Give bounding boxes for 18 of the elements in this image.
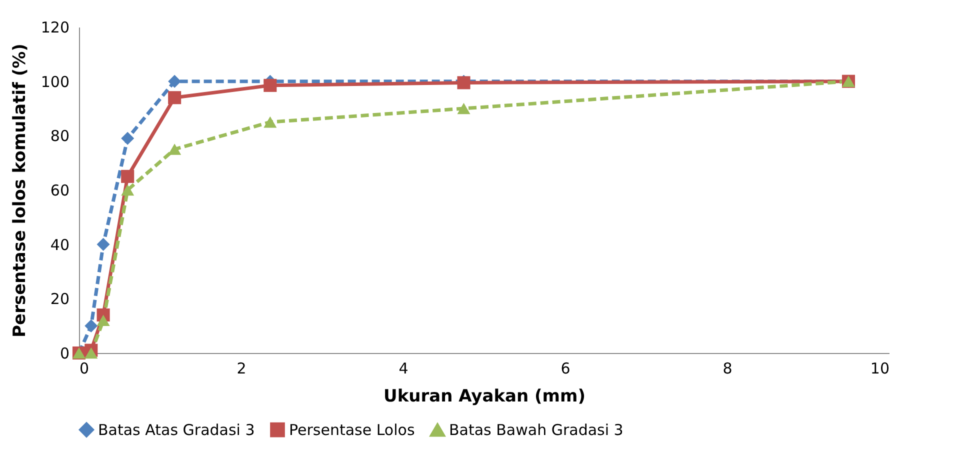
- y-axis-title: Persentase lolos komulatif (%): [10, 44, 30, 338]
- x-tick-label: 4: [398, 360, 408, 378]
- x-tick-label: 2: [236, 360, 246, 378]
- y-tick-label: 20: [50, 290, 70, 308]
- x-tick-label: 10: [870, 360, 890, 378]
- y-tick-label: 60: [50, 182, 70, 200]
- legend-label: Persentase Lolos: [289, 420, 415, 439]
- y-tick-label: 0: [60, 344, 70, 362]
- x-tick-label: 6: [560, 360, 570, 378]
- y-tick-label: 80: [50, 127, 70, 146]
- legend-label: Batas Atas Gradasi 3: [98, 420, 255, 439]
- y-tick-label: 40: [50, 236, 70, 254]
- x-axis-title: Ukuran Ayakan (mm): [384, 386, 586, 406]
- x-tick-label: 8: [722, 360, 732, 378]
- legend-label: Batas Bawah Gradasi 3: [449, 421, 624, 440]
- y-tick-label: 120: [40, 18, 70, 36]
- x-tick-label: 0: [80, 360, 90, 378]
- y-tick-label: 100: [40, 72, 70, 91]
